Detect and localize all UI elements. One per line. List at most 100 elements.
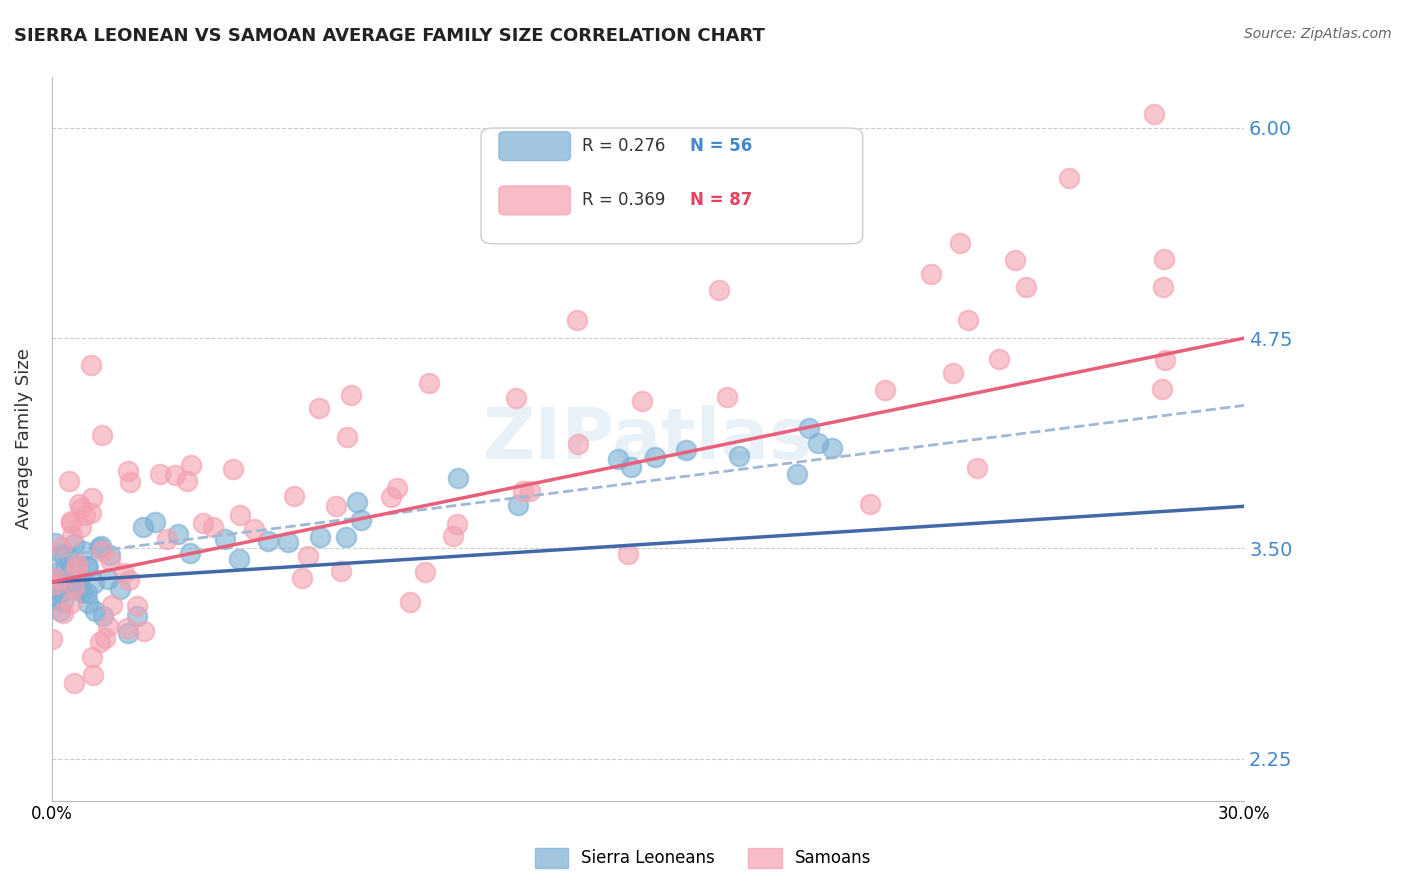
Point (228, 508, 250, 523)
Point (380, 490, 402, 504)
Point (98, 553, 121, 567)
Point (399, 595, 422, 609)
Point (180, 458, 202, 472)
Point (83, 576, 105, 591)
Point (257, 533, 280, 548)
Text: SIERRA LEONEAN VS SAMOAN AVERAGE FAMILY SIZE CORRELATION CHART: SIERRA LEONEAN VS SAMOAN AVERAGE FAMILY … (14, 27, 765, 45)
Point (413, 565, 436, 579)
Point (786, 467, 808, 481)
Point (1152, 382, 1174, 396)
Point (59, 514, 82, 528)
FancyBboxPatch shape (499, 186, 571, 215)
Point (90, 539, 112, 553)
Point (202, 520, 225, 534)
Point (91, 544, 114, 558)
Point (441, 529, 464, 543)
Point (214, 533, 236, 547)
Point (1143, 107, 1166, 121)
Point (87, 541, 110, 555)
Point (115, 621, 138, 635)
Point (949, 235, 972, 250)
Point (167, 527, 190, 541)
Point (567, 437, 589, 451)
Point (859, 497, 882, 511)
Point (966, 460, 988, 475)
Point (70, 519, 93, 533)
Point (49, 547, 72, 561)
Point (59, 516, 82, 531)
Text: R = 0.276: R = 0.276 (582, 137, 666, 155)
Point (519, 484, 541, 499)
Point (956, 312, 979, 326)
Point (821, 441, 844, 455)
Point (309, 530, 332, 544)
Text: Source: ZipAtlas.com: Source: ZipAtlas.com (1244, 27, 1392, 41)
Point (508, 498, 530, 512)
Point (728, 450, 751, 464)
Point (156, 532, 179, 546)
Point (807, 435, 830, 450)
Point (716, 390, 738, 404)
Point (84, 604, 107, 618)
Point (132, 520, 155, 534)
Point (42, 591, 65, 606)
Text: N = 56: N = 56 (690, 137, 752, 155)
Point (675, 443, 697, 458)
Point (65, 562, 87, 576)
Point (125, 599, 148, 613)
Point (72, 544, 94, 558)
Point (1152, 280, 1174, 294)
Point (512, 483, 534, 498)
Point (41, 632, 63, 646)
Point (51, 541, 73, 555)
Point (44, 566, 66, 580)
Point (630, 394, 652, 409)
Point (125, 608, 148, 623)
Point (80, 491, 103, 505)
Point (117, 464, 139, 478)
Point (385, 481, 408, 495)
Point (606, 451, 628, 466)
Point (44, 535, 66, 549)
Point (49, 584, 72, 599)
Point (112, 566, 135, 580)
Point (340, 388, 363, 402)
Legend: Sierra Leoneans, Samoans: Sierra Leoneans, Samoans (527, 841, 879, 875)
Point (1057, 170, 1080, 185)
Point (59, 596, 82, 610)
Text: R = 0.369: R = 0.369 (582, 192, 666, 210)
Point (66, 558, 89, 572)
Point (76, 586, 98, 600)
Point (308, 401, 330, 415)
Point (91, 428, 114, 442)
Point (69, 500, 91, 515)
Point (93, 609, 115, 624)
Point (163, 468, 186, 483)
Point (58, 475, 80, 489)
Point (799, 421, 821, 435)
Point (49, 603, 72, 617)
Point (283, 489, 305, 503)
Point (66, 582, 89, 596)
Point (707, 283, 730, 297)
Point (53, 549, 76, 563)
Point (67, 497, 90, 511)
Point (193, 516, 215, 530)
Point (616, 547, 638, 561)
FancyBboxPatch shape (481, 128, 863, 244)
Point (59, 563, 82, 577)
Point (77, 596, 100, 610)
Point (346, 495, 368, 509)
Point (97, 572, 120, 586)
Point (179, 546, 201, 560)
Point (222, 461, 245, 475)
Point (98, 549, 121, 563)
Point (82, 650, 104, 665)
Point (149, 467, 172, 481)
Point (565, 312, 588, 326)
Point (920, 267, 942, 281)
Point (58, 551, 80, 566)
Point (350, 513, 373, 527)
Point (89, 635, 111, 649)
Point (1004, 252, 1026, 267)
